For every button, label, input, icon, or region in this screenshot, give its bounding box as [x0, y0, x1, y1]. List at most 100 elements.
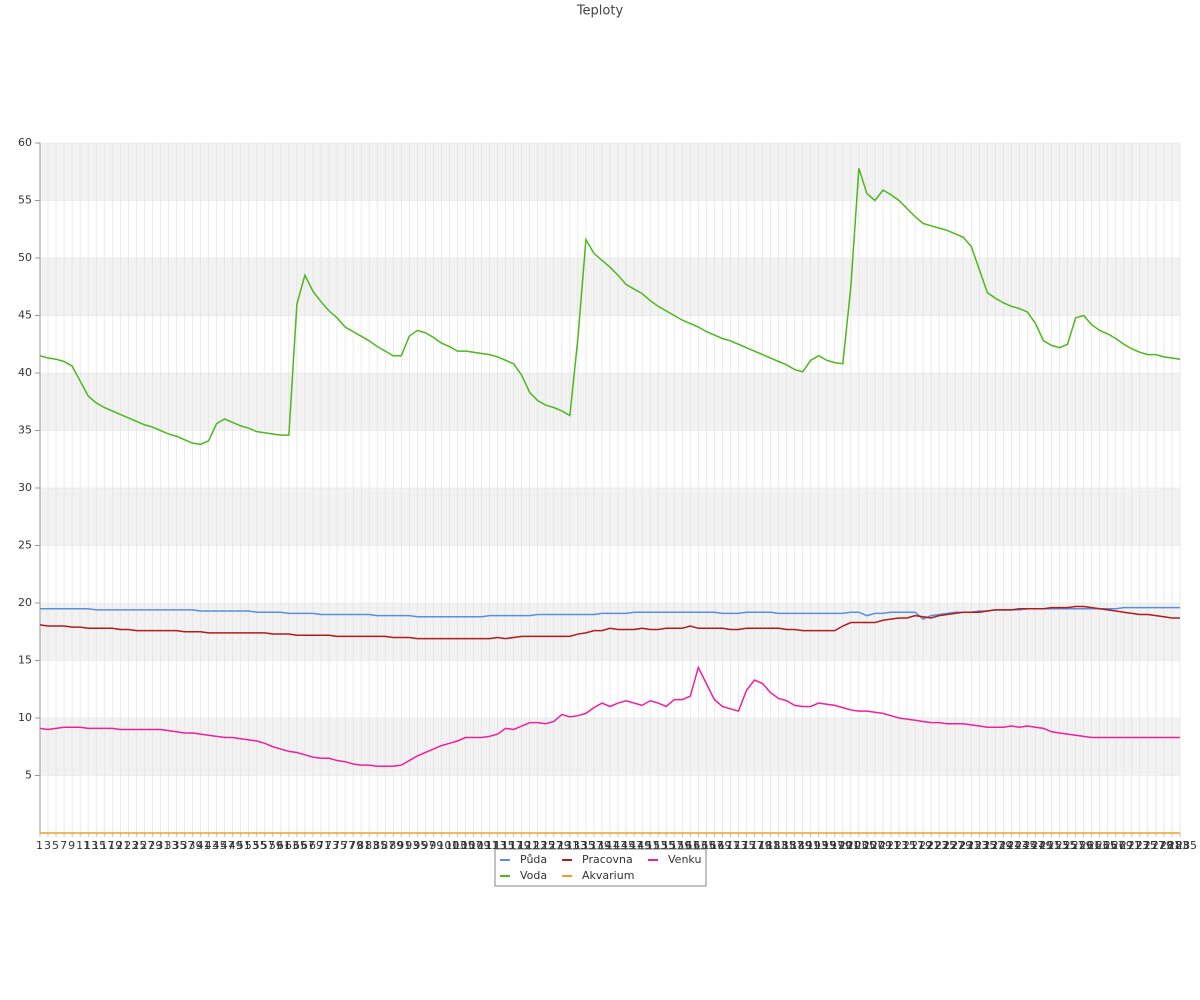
- x-tick-label: 229: [951, 839, 972, 852]
- x-tick-label: 107: [461, 839, 482, 852]
- x-tick-label: 221: [919, 839, 940, 852]
- x-tick-label: 61: [277, 839, 291, 852]
- x-tick-label: 251: [1040, 839, 1061, 852]
- y-tick-label: 30: [18, 481, 32, 494]
- x-tick-label: 231: [959, 839, 980, 852]
- x-tick-label: 99: [429, 839, 443, 852]
- x-tick-label: 19: [108, 839, 122, 852]
- x-tick-label: 71: [317, 839, 331, 852]
- x-tick-label: 9: [68, 839, 75, 852]
- x-tick-label: 175: [734, 839, 755, 852]
- x-tick-label: 47: [221, 839, 235, 852]
- x-tick-label: 181: [759, 839, 780, 852]
- x-tick-label: 101: [437, 839, 458, 852]
- x-tick-label: 41: [197, 839, 211, 852]
- x-tick-label: 89: [389, 839, 403, 852]
- x-tick-label: 205: [855, 839, 876, 852]
- x-tick-label: 7: [60, 839, 67, 852]
- x-tick-label: 209: [871, 839, 892, 852]
- x-tick-label: 269: [1112, 839, 1133, 852]
- x-tick-label: 65: [293, 839, 307, 852]
- x-tick-label: 233: [967, 839, 988, 852]
- x-tick-label: 245: [1015, 839, 1036, 852]
- x-tick-label: 169: [710, 839, 731, 852]
- x-tick-label: 37: [181, 839, 195, 852]
- x-tick-label: 5: [52, 839, 59, 852]
- x-tick-label: 43: [205, 839, 219, 852]
- x-tick-label: 189: [791, 839, 812, 852]
- x-tick-label: 203: [847, 839, 868, 852]
- y-tick-label: 60: [18, 136, 32, 149]
- x-tick-label: 243: [1007, 839, 1028, 852]
- x-tick-label: 257: [1064, 839, 1085, 852]
- x-tick-label: 249: [1031, 839, 1052, 852]
- x-tick-label: 27: [140, 839, 154, 852]
- x-tick-label: 261: [1080, 839, 1101, 852]
- x-tick-label: 255: [1056, 839, 1077, 852]
- legend-label: Půda: [520, 853, 547, 866]
- x-tick-label: 201: [839, 839, 860, 852]
- x-tick-label: 177: [742, 839, 763, 852]
- x-tick-label: 277: [1144, 839, 1165, 852]
- x-tick-label: 93: [405, 839, 419, 852]
- x-tick-label: 57: [261, 839, 275, 852]
- x-tick-label: 281: [1160, 839, 1181, 852]
- x-tick-label: 227: [943, 839, 964, 852]
- x-tick-label: 33: [164, 839, 178, 852]
- x-tick-label: 83: [365, 839, 379, 852]
- x-tick-label: 45: [213, 839, 227, 852]
- series-line: [39, 168, 1181, 446]
- chart-title: Teploty: [576, 4, 624, 19]
- x-tick-label: 35: [172, 839, 186, 852]
- y-tick-label: 5: [25, 769, 32, 782]
- x-tick-label: 217: [903, 839, 924, 852]
- x-tick-label: 15: [92, 839, 106, 852]
- x-tick-label: 235: [975, 839, 996, 852]
- x-tick-label: 265: [1096, 839, 1117, 852]
- x-tick-label: 79: [349, 839, 363, 852]
- x-tick-label: 1: [36, 839, 43, 852]
- x-tick-label: 237: [983, 839, 1004, 852]
- x-tick-label: 67: [301, 839, 315, 852]
- x-tick-label: 167: [702, 839, 723, 852]
- x-tick-label: 213: [887, 839, 908, 852]
- x-tick-label: 193: [807, 839, 828, 852]
- x-tick-label: 241: [999, 839, 1020, 852]
- x-tick-label: 109: [470, 839, 491, 852]
- x-tick-label: 11: [76, 839, 90, 852]
- x-tick-label: 3: [44, 839, 51, 852]
- x-tick-label: 103: [445, 839, 466, 852]
- y-tick-label: 15: [18, 654, 32, 667]
- x-tick-label: 171: [718, 839, 739, 852]
- x-tick-label: 77: [341, 839, 355, 852]
- x-tick-label: 275: [1136, 839, 1157, 852]
- x-tick-label: 31: [156, 839, 170, 852]
- x-tick-label: 85: [373, 839, 387, 852]
- x-tick-label: 253: [1048, 839, 1069, 852]
- x-tick-label: 223: [927, 839, 948, 852]
- x-tick-label: 105: [453, 839, 474, 852]
- x-tick-label: 91: [397, 839, 411, 852]
- x-tick-label: 13: [84, 839, 98, 852]
- x-tick-label: 17: [100, 839, 114, 852]
- y-tick-label: 35: [18, 424, 32, 437]
- x-tick-label: 283: [1168, 839, 1189, 852]
- x-tick-label: 263: [1088, 839, 1109, 852]
- x-tick-label: 271: [1120, 839, 1141, 852]
- x-tick-label: 239: [991, 839, 1012, 852]
- legend-label: Akvarium: [582, 869, 634, 882]
- x-tick-label: 29: [148, 839, 162, 852]
- x-tick-label: 285: [1176, 839, 1197, 852]
- x-tick-label: 49: [229, 839, 243, 852]
- x-tick-label: 23: [124, 839, 138, 852]
- x-tick-label: 191: [799, 839, 820, 852]
- x-tick-label: 219: [911, 839, 932, 852]
- x-tick-label: 279: [1152, 839, 1173, 852]
- x-tick-label: 111: [478, 839, 499, 852]
- legend-label: Voda: [520, 869, 547, 882]
- x-tick-label: 95: [413, 839, 427, 852]
- x-tick-label: 53: [245, 839, 259, 852]
- x-tick-label: 247: [1023, 839, 1044, 852]
